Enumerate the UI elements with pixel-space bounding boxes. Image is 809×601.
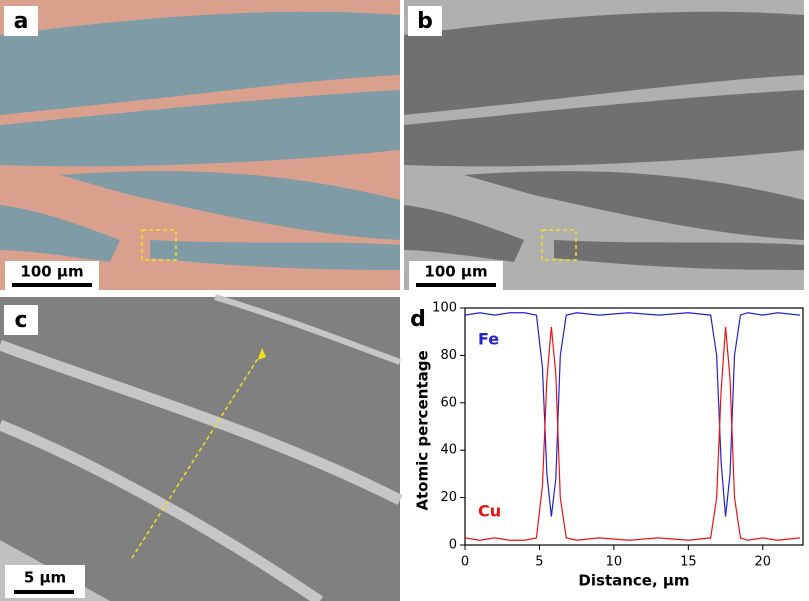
y-tick-label: 100 xyxy=(432,301,457,316)
label-box xyxy=(4,305,38,335)
series-label: Cu xyxy=(478,502,501,521)
panel-label: d xyxy=(410,307,426,332)
micrograph-c xyxy=(0,294,403,601)
y-tick-label: 0 xyxy=(449,538,457,553)
line-chart: 0 5 10 15 20 0 20 40 60 80 100 Distance, μm Atomic p… xyxy=(414,301,804,590)
panel-label: b xyxy=(417,9,433,34)
scale-bar xyxy=(416,283,496,287)
x-tick-label: 15 xyxy=(680,555,697,570)
y-tick-label: 20 xyxy=(440,490,457,505)
scale-bar-label: 100 μm xyxy=(424,263,487,281)
x-tick-label: 0 xyxy=(461,555,469,570)
y-tick-label: 80 xyxy=(440,348,457,363)
scale-bar xyxy=(12,283,92,287)
plot-frame xyxy=(464,307,804,546)
scale-bar-label: 5 μm xyxy=(24,569,66,587)
series-line xyxy=(464,312,801,517)
label-box xyxy=(408,6,442,36)
label-box xyxy=(4,6,38,36)
panel-label: a xyxy=(14,9,29,34)
x-tick-label: 10 xyxy=(606,555,623,570)
micrograph-b xyxy=(404,0,804,290)
y-tick-label: 60 xyxy=(440,395,457,410)
series-line xyxy=(464,326,801,541)
x-axis-label: Distance, μm xyxy=(578,572,689,590)
micrograph-a xyxy=(0,0,400,290)
x-tick-label: 5 xyxy=(535,555,543,570)
y-tick-label: 40 xyxy=(440,443,457,458)
series-label: Fe xyxy=(478,330,499,349)
scale-bar xyxy=(14,590,74,594)
scale-bar-label: 100 μm xyxy=(20,263,83,281)
y-axis-label: Atomic percentage xyxy=(414,350,432,510)
panel-label: c xyxy=(14,308,27,333)
x-tick-label: 20 xyxy=(755,555,772,570)
